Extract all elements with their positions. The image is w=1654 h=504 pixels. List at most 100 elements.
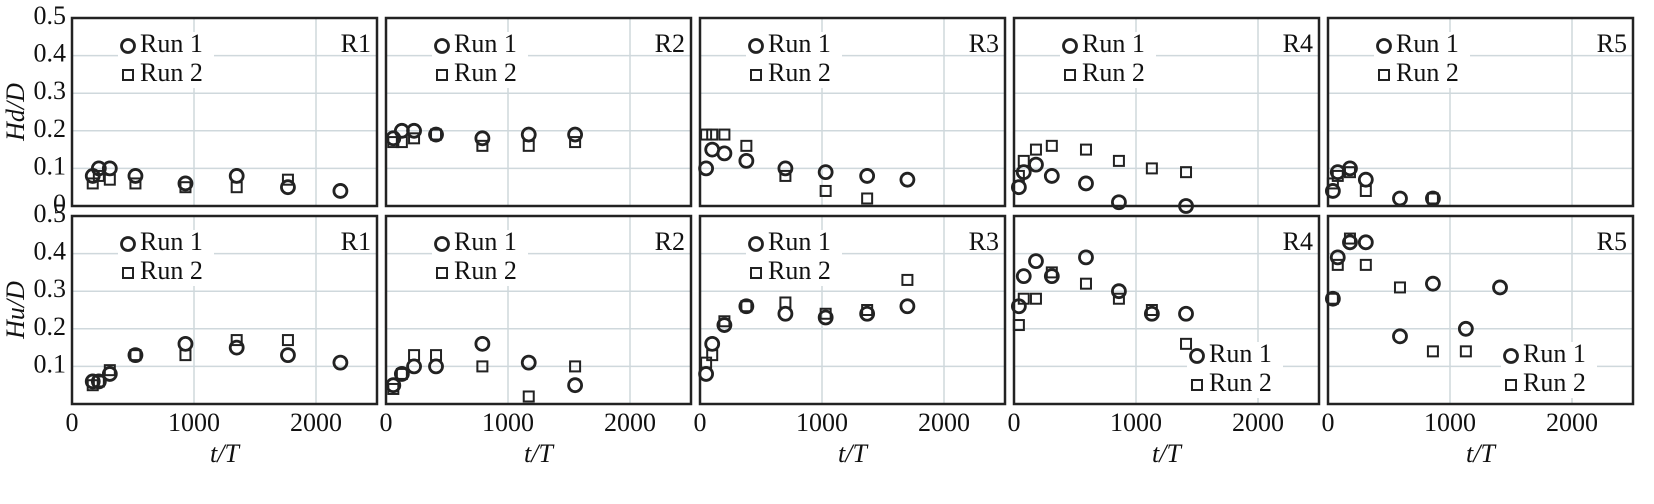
square-marker <box>103 173 116 186</box>
x-axis-label: t/T <box>1466 439 1496 468</box>
circle-marker <box>1028 253 1044 270</box>
legend-label: Run 1 <box>1209 339 1272 368</box>
square-marker <box>569 360 582 373</box>
legend-marker <box>436 267 448 279</box>
circle-marker <box>859 305 876 322</box>
circle-marker <box>704 335 721 352</box>
square-marker <box>430 349 443 362</box>
x-tick-label: 0 <box>1322 408 1335 437</box>
legend-label: Run 1 <box>1396 29 1459 58</box>
square-marker <box>476 139 489 152</box>
x-tick-label: 0 <box>1008 408 1021 437</box>
plot-frame <box>384 16 693 208</box>
panel-label: R4 <box>1283 227 1313 256</box>
circle-marker <box>1342 234 1358 251</box>
legend-marker <box>1505 379 1517 391</box>
square-marker <box>779 296 792 309</box>
legend-marker <box>748 236 764 252</box>
legend-label: Run 2 <box>454 256 517 285</box>
circle-marker <box>520 126 537 143</box>
circle-marker <box>406 122 422 139</box>
square-marker <box>430 128 443 141</box>
square-marker <box>129 177 142 190</box>
square-marker <box>718 128 731 141</box>
plot-frame <box>698 16 1007 208</box>
circle-marker <box>1357 171 1374 188</box>
circle-marker <box>1078 249 1094 266</box>
legend-marker <box>122 69 134 81</box>
y-tick-label: 0.4 <box>34 39 67 68</box>
circle-marker <box>1425 275 1441 292</box>
square-marker <box>408 132 421 145</box>
x-tick-label: 2000 <box>918 408 970 437</box>
square-marker <box>1426 345 1439 358</box>
x-tick-label: 0 <box>694 408 707 437</box>
circle-marker <box>520 354 537 371</box>
circle-marker <box>1111 194 1127 211</box>
square-marker <box>86 177 99 190</box>
square-marker <box>861 192 874 205</box>
legend-marker <box>120 236 136 252</box>
legend-marker <box>122 267 134 279</box>
panel-label: R4 <box>1283 29 1313 58</box>
circle-marker <box>716 145 733 162</box>
square-marker <box>1145 304 1158 316</box>
x-tick-label: 0 <box>66 408 79 437</box>
circle-marker <box>280 347 296 364</box>
square-marker <box>1359 258 1372 271</box>
square-marker <box>1331 169 1344 182</box>
legend-label: Run 2 <box>1209 368 1272 397</box>
x-axis-label: t/T <box>524 439 554 468</box>
circle-marker <box>332 183 349 199</box>
square-marker <box>86 379 99 392</box>
square-marker <box>476 360 489 373</box>
legend-label: Run 2 <box>1396 58 1459 87</box>
square-marker <box>1145 162 1158 175</box>
y-tick-label: 0.2 <box>34 114 67 143</box>
y-tick-label: 0.2 <box>34 312 67 341</box>
plot-frame <box>1012 214 1321 406</box>
plot-frame <box>1326 16 1635 208</box>
circle-marker <box>567 126 583 143</box>
square-marker <box>1393 281 1406 294</box>
x-tick-label: 1000 <box>796 408 848 437</box>
x-tick-label: 0 <box>380 408 393 437</box>
circle-marker <box>1324 290 1341 307</box>
y-tick-label: 0.3 <box>34 274 67 303</box>
circle-marker <box>90 373 107 390</box>
circle-marker <box>177 175 194 192</box>
square-marker <box>230 181 243 194</box>
y-tick-label: 0 <box>53 189 66 218</box>
circle-marker <box>567 377 583 394</box>
legend-marker <box>1189 348 1205 364</box>
circle-marker <box>859 168 876 184</box>
plot-frame <box>70 16 379 208</box>
square-marker <box>230 334 243 347</box>
panel-label: R2 <box>655 29 685 58</box>
square-marker <box>1017 154 1030 167</box>
square-marker <box>1343 232 1356 245</box>
square-marker <box>92 375 105 388</box>
circle-marker <box>1178 305 1194 322</box>
square-marker <box>706 128 719 141</box>
y-tick-label: 0.3 <box>34 76 67 105</box>
legend-marker <box>1376 38 1392 54</box>
circle-marker <box>777 160 794 177</box>
square-marker <box>1045 266 1058 279</box>
plot-frame <box>384 214 693 406</box>
panel-label: R2 <box>655 227 685 256</box>
square-marker <box>1079 277 1092 290</box>
circle-marker <box>899 298 916 315</box>
square-marker <box>1029 143 1042 156</box>
y-tick-label: 0.4 <box>34 237 67 266</box>
circle-marker <box>1043 168 1060 184</box>
panel-label: R3 <box>969 227 999 256</box>
circle-marker <box>1078 175 1094 192</box>
square-marker <box>779 169 792 182</box>
circle-marker <box>101 366 118 382</box>
square-marker <box>1359 184 1372 197</box>
circle-marker <box>1342 160 1358 177</box>
circle-marker <box>1492 279 1508 296</box>
legend-marker <box>434 38 450 54</box>
square-marker <box>1112 154 1125 167</box>
